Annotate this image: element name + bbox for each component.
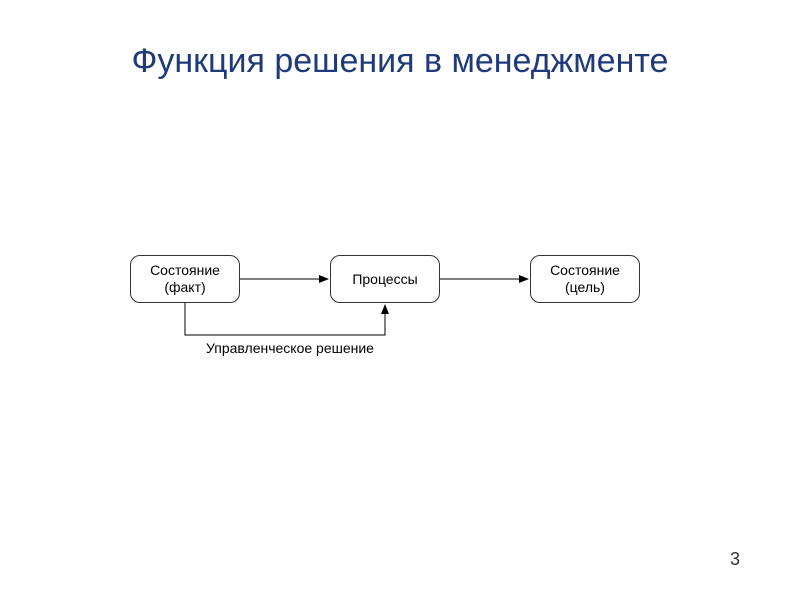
page-title: Функция решения в менеджменте <box>0 42 800 81</box>
edge-decision-loop <box>185 303 385 335</box>
edges <box>0 255 800 455</box>
flowchart-diagram: Состояние(факт) Процессы Состояние(цель)… <box>0 255 800 455</box>
label-management-decision: Управленческое решение <box>190 340 390 356</box>
page-number: 3 <box>730 549 740 570</box>
